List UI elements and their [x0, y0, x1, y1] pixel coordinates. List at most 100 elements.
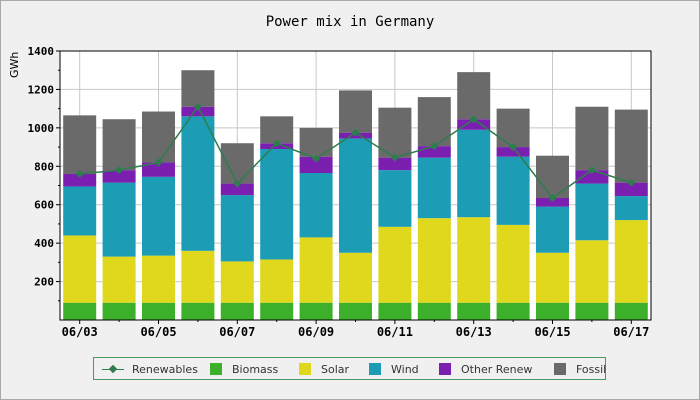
legend-swatch [299, 363, 311, 375]
legend-label: Wind [391, 362, 419, 376]
point-renewables [233, 179, 242, 188]
bar-other-renew [378, 157, 412, 171]
legend-label: Biomass [232, 362, 279, 376]
bar-solar [142, 255, 175, 303]
bar-biomass [63, 302, 97, 320]
y-tick-label: 400 [34, 237, 54, 250]
legend-label: Other Renew [461, 362, 533, 376]
point-renewables [312, 154, 321, 163]
bar-wind [260, 148, 294, 260]
bar-other-renew [614, 182, 648, 197]
legend-label: Solar [321, 362, 350, 376]
legend-item-biomass: Biomass [210, 361, 278, 377]
bar-fossil [142, 111, 175, 163]
x-tick-label: 06/09 [298, 325, 334, 339]
x-tick-label: 06/13 [456, 325, 492, 339]
point-renewables [75, 169, 84, 178]
legend-swatch [102, 363, 124, 375]
bar-wind [220, 195, 254, 262]
y-tick-label: 600 [34, 199, 54, 212]
legend-item-fossil: Fossil [554, 361, 606, 377]
bar-fossil [181, 70, 215, 107]
bar-fossil [63, 115, 97, 174]
bar-other-renew [536, 197, 569, 207]
y-tick-label: 1200 [28, 83, 55, 96]
bar-other-renew [181, 106, 215, 117]
bar-fossil [614, 109, 648, 183]
legend-item-other-renew: Other Renew [439, 361, 532, 377]
bar-other-renew [496, 147, 530, 157]
bar-fossil [299, 127, 333, 157]
bar-wind [299, 173, 333, 238]
bar-wind [63, 186, 97, 236]
chart-title: Power mix in Germany [265, 14, 435, 30]
bar-fossil [220, 143, 254, 184]
y-tick-label: 1400 [28, 45, 55, 58]
point-renewables [390, 153, 399, 162]
bar-wind [181, 116, 215, 251]
point-renewables [548, 193, 557, 202]
point-renewables [193, 102, 202, 111]
bar-solar [575, 240, 609, 303]
bar-fossil [536, 155, 569, 198]
point-renewables [154, 158, 163, 167]
point-renewables [627, 178, 636, 187]
bar-biomass [142, 302, 175, 320]
bar-wind [536, 206, 569, 253]
bar-biomass [339, 302, 372, 320]
bar-solar [536, 252, 569, 303]
bar-biomass [614, 302, 648, 320]
bar-other-renew [299, 156, 333, 174]
x-tick-label: 06/15 [534, 325, 570, 339]
x-tick-label: 06/07 [219, 325, 255, 339]
point-renewables [272, 139, 281, 148]
bar-biomass [102, 302, 136, 320]
legend-swatch [369, 363, 381, 375]
y-tick-label: 1000 [28, 122, 55, 135]
bar-fossil [260, 116, 294, 144]
x-tick-label: 06/05 [140, 325, 176, 339]
bar-biomass [378, 302, 412, 320]
bar-biomass [220, 302, 254, 320]
bar-biomass [260, 302, 294, 320]
legend-label: Fossil [576, 362, 607, 376]
bar-solar [102, 256, 136, 303]
x-tick-label: 06/03 [62, 325, 98, 339]
bar-solar [299, 237, 333, 303]
point-renewables [509, 143, 518, 152]
bar-solar [181, 250, 215, 303]
legend-item-wind: Wind [369, 361, 419, 377]
bar-biomass [575, 302, 609, 320]
x-tick-label: 06/11 [377, 325, 413, 339]
point-renewables [430, 142, 439, 151]
bar-biomass [417, 302, 451, 320]
bar-biomass [299, 302, 333, 320]
bar-wind [417, 157, 451, 219]
bar-other-renew [417, 146, 451, 158]
bar-other-renew [220, 183, 254, 196]
bar-wind [496, 156, 530, 225]
bar-solar [339, 252, 372, 303]
legend: Renewables Biomass Solar Wind Other Renew Fos… [93, 357, 606, 380]
point-renewables [351, 128, 360, 137]
bar-fossil [496, 108, 530, 148]
legend-label: Renewables [132, 362, 198, 376]
bar-other-renew [63, 173, 97, 187]
legend-swatch [210, 363, 222, 375]
bar-wind [378, 170, 412, 227]
bar-wind [102, 182, 136, 257]
legend-swatch [554, 363, 566, 375]
point-renewables [587, 166, 596, 175]
bar-other-renew [102, 170, 136, 183]
bar-solar [496, 224, 530, 303]
y-tick-label: 200 [34, 276, 54, 289]
bar-fossil [339, 90, 372, 133]
bar-solar [417, 218, 451, 303]
bar-solar [378, 226, 412, 303]
bar-biomass [496, 302, 530, 320]
bar-solar [260, 259, 294, 303]
bar-other-renew [457, 119, 491, 130]
bar-wind [614, 196, 648, 221]
bar-fossil [575, 106, 609, 171]
